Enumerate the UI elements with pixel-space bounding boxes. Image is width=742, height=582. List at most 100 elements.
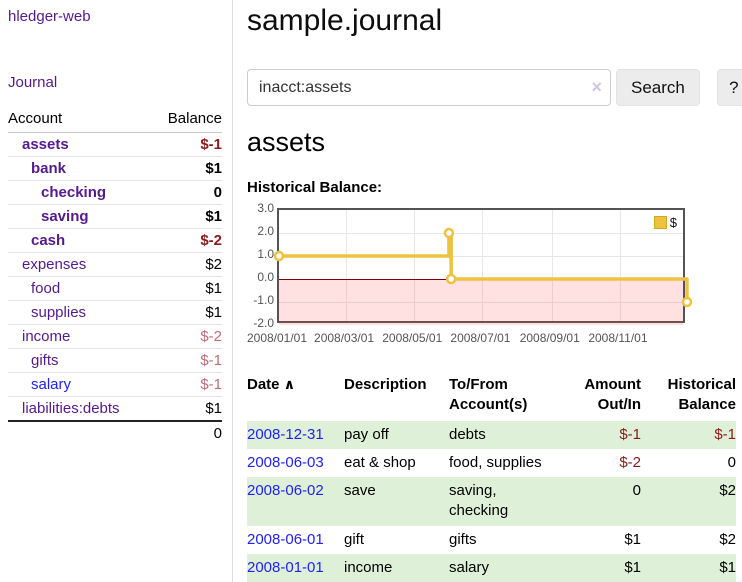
gridline <box>279 256 683 257</box>
account-link-salary[interactable]: salary <box>31 376 72 393</box>
account-balance: $-1 <box>152 372 222 397</box>
x-tick-label: 2008/03/01 <box>314 331 375 345</box>
account-row: income $-2 <box>8 324 222 349</box>
accounts-col-balance: Balance <box>152 107 222 133</box>
data-point-marker <box>681 296 693 308</box>
transaction-row: 2008-06-03 eat & shop food, supplies $-2 0 <box>247 449 736 477</box>
gridline <box>482 210 484 321</box>
transaction-date-link[interactable]: 2008-01-01 <box>247 558 324 576</box>
transaction-date-link[interactable]: 2008-06-02 <box>247 482 324 499</box>
transaction-accounts: gifts <box>449 530 477 548</box>
account-link-cash[interactable]: cash <box>31 232 66 249</box>
account-link-gifts[interactable]: gifts <box>31 352 59 369</box>
account-balance: $-2 <box>152 228 222 253</box>
account-row: cash $-2 <box>8 228 222 253</box>
gridline <box>279 233 683 234</box>
help-button[interactable]: ? <box>716 69 742 106</box>
account-balance: 0 <box>152 180 222 205</box>
account-balance: $-1 <box>152 132 222 157</box>
account-row: liabilities:debts $1 <box>8 396 222 422</box>
register-col-historical: Historical Balance <box>667 376 736 414</box>
account-link-bank[interactable]: bank <box>31 160 67 177</box>
transaction-accounts: debts <box>449 425 486 443</box>
transaction-balance: 0 <box>727 453 736 471</box>
account-link-saving[interactable]: saving <box>41 208 89 225</box>
account-balance: $2 <box>152 252 222 277</box>
search-input[interactable] <box>247 69 611 106</box>
clear-search-icon[interactable]: × <box>591 77 602 97</box>
account-link-expenses[interactable]: expenses <box>22 256 87 273</box>
accounts-total-spacer <box>8 420 152 445</box>
sidebar-item-journal[interactable]: Journal <box>8 74 58 91</box>
y-tick-label: 1.0 <box>257 247 274 261</box>
chart-plot: $ <box>273 208 693 325</box>
account-balance: $1 <box>152 300 222 325</box>
transaction-row: 2008-12-31 pay off debts $-1 $-1 <box>247 420 736 449</box>
account-heading: assets <box>247 127 326 157</box>
search-bar: × Search ? <box>247 69 742 106</box>
account-link-income[interactable]: income <box>22 328 71 345</box>
transaction-description: pay off <box>344 425 389 443</box>
transaction-amount: $1 <box>624 558 641 576</box>
account-row: salary $-1 <box>8 372 222 397</box>
data-point-marker <box>445 273 457 285</box>
y-tick-label: -1.0 <box>253 293 274 307</box>
register-col-description: Description <box>344 376 427 393</box>
gridline <box>346 210 348 321</box>
search-button[interactable]: Search <box>616 69 700 106</box>
x-tick-label: 2008/05/01 <box>382 331 443 345</box>
transaction-date-link[interactable]: 2008-06-01 <box>247 530 324 548</box>
register-col-amount: Amount Out/In <box>584 376 641 414</box>
page-title: sample.journal <box>247 4 443 37</box>
main-panel: sample.journal × Search ? assets Histori… <box>233 0 742 582</box>
x-tick-label: 2008/01/01 <box>246 331 308 345</box>
account-row: bank $1 <box>8 156 222 181</box>
accounts-total-value: 0 <box>152 420 222 445</box>
transaction-description: save <box>344 482 376 499</box>
account-link-supplies[interactable]: supplies <box>31 304 87 321</box>
transaction-amount: $-1 <box>619 425 641 443</box>
account-balance: $-1 <box>152 348 222 373</box>
chart-legend: $ <box>653 215 677 230</box>
transaction-date-link[interactable]: 2008-06-03 <box>247 453 324 471</box>
transaction-row: 2008-06-01 gift gifts $1 $2 <box>247 526 736 554</box>
transaction-balance: $1 <box>719 558 736 576</box>
legend-label: $ <box>669 215 677 230</box>
transaction-row: 2008-06-02 save saving, checking 0 $2 <box>247 477 736 526</box>
data-point-marker <box>443 227 455 239</box>
account-balance: $1 <box>152 204 222 229</box>
gridline <box>414 210 416 321</box>
transaction-description: gift <box>344 530 365 548</box>
negative-region <box>279 279 683 325</box>
gridline <box>551 210 553 321</box>
transaction-amount: $1 <box>624 530 641 548</box>
account-row: gifts $-1 <box>8 348 222 373</box>
account-balance: $1 <box>152 396 222 422</box>
account-link-liabilities-debts[interactable]: liabilities:debts <box>22 400 120 417</box>
account-row: checking 0 <box>8 180 222 205</box>
transaction-accounts: saving, checking <box>449 482 509 520</box>
x-tick-label: 2008/07/01 <box>450 331 511 345</box>
data-point-marker <box>273 250 285 262</box>
y-tick-label: -2.0 <box>253 316 274 330</box>
transaction-amount: $-2 <box>619 453 641 471</box>
x-tick-label: 2008/11/01 <box>588 331 648 345</box>
account-row: saving $1 <box>8 204 222 229</box>
register-table: Date ∧ Description To/From Account(s) Amount… <box>247 373 736 582</box>
account-link-checking[interactable]: checking <box>41 184 107 201</box>
accounts-table-body: assets $-1 bank $1 checking 0 saving $1 cash $-2 e… <box>8 132 222 422</box>
y-tick-label: 3.0 <box>257 201 274 215</box>
transaction-date-link[interactable]: 2008-12-31 <box>247 425 324 443</box>
accounts-table: Account Balance assets $-1 bank $1 checking 0… <box>8 107 222 445</box>
account-row: food $1 <box>8 276 222 301</box>
transaction-balance: $2 <box>719 482 736 499</box>
transaction-description: income <box>344 558 393 576</box>
y-tick-label: 0.0 <box>257 270 274 284</box>
register-col-date[interactable]: Date ∧ <box>247 376 296 393</box>
account-link-food[interactable]: food <box>31 280 61 297</box>
register-table-body: 2008-12-31 pay off debts $-1 $-1 2008-06-03 ea… <box>247 420 736 582</box>
transaction-accounts: food, supplies <box>449 453 542 471</box>
account-link-assets[interactable]: assets <box>22 136 69 153</box>
brand-link[interactable]: hledger-web <box>8 8 91 25</box>
